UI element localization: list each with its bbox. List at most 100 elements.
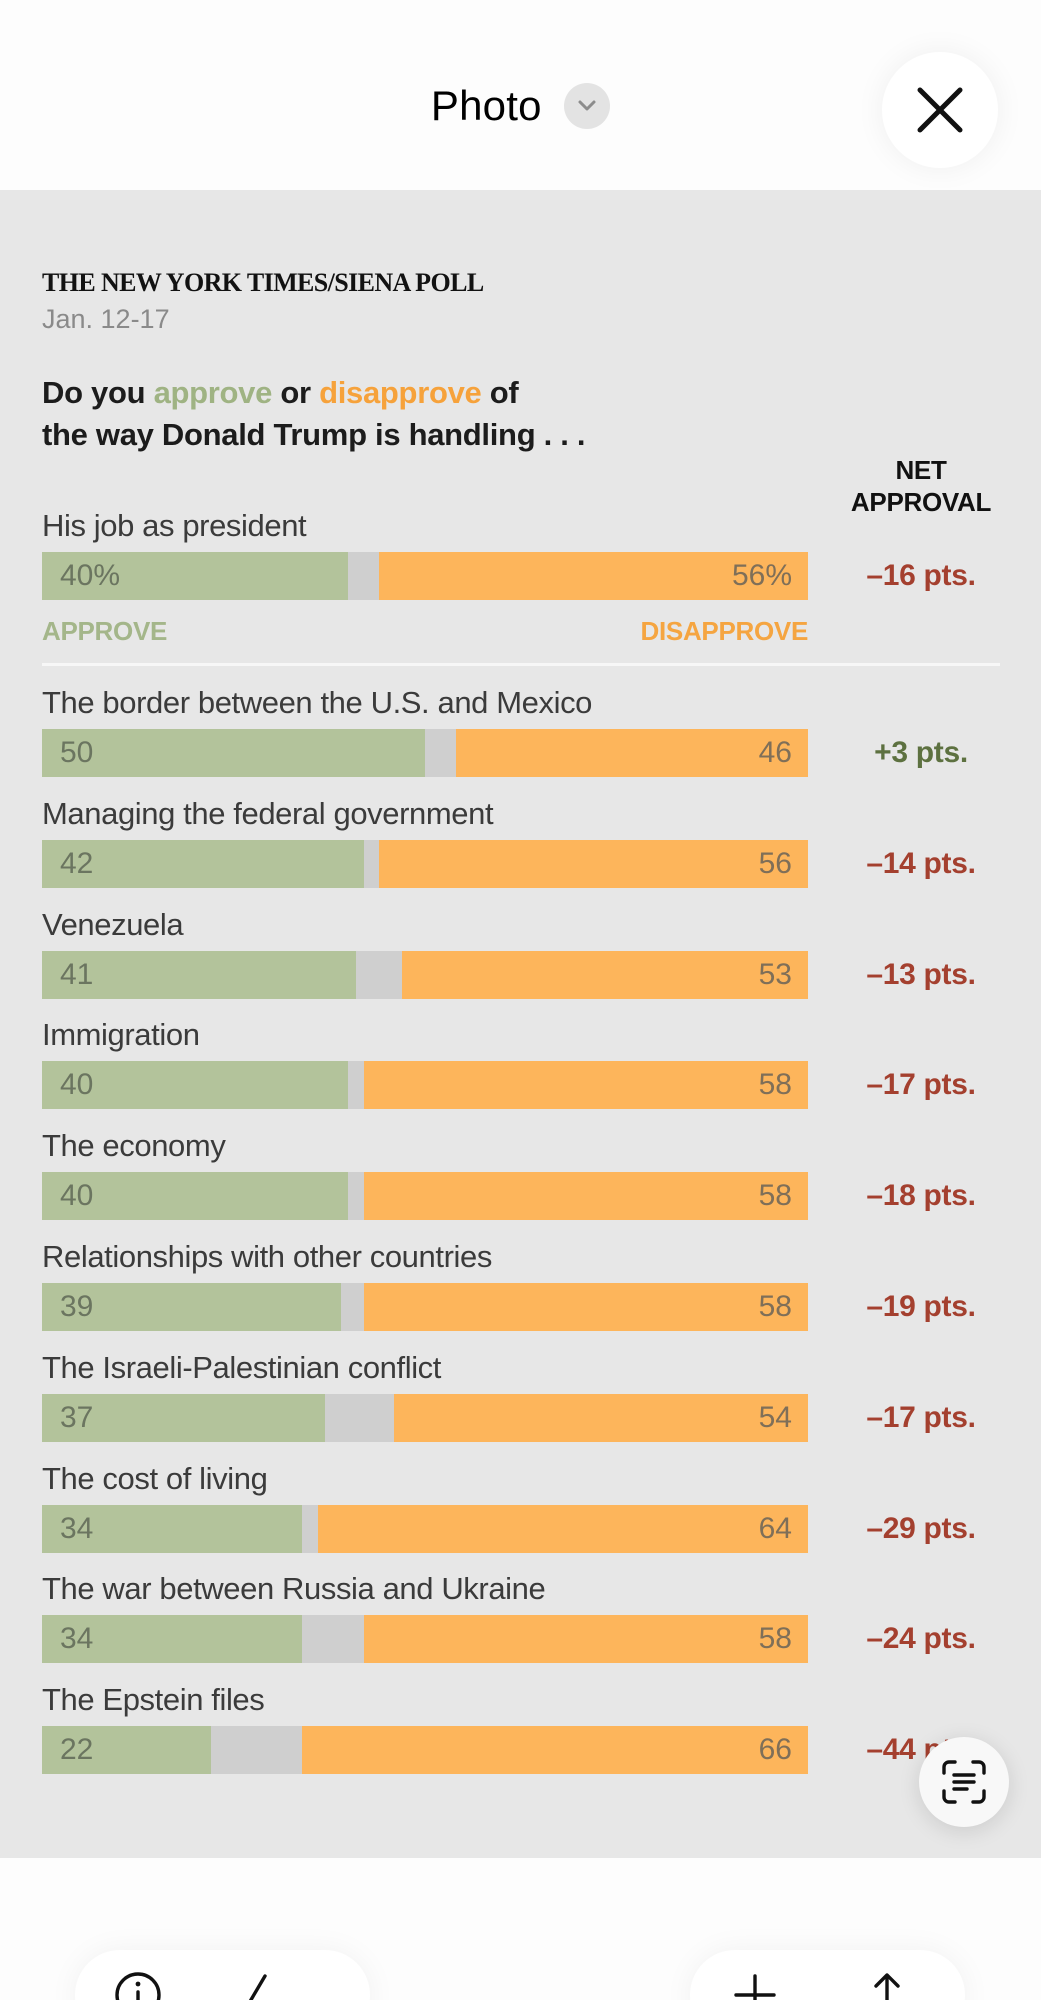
- question-text: or: [272, 375, 320, 410]
- approve-value-label: 41: [60, 958, 94, 991]
- title-area: Photo: [0, 82, 1041, 130]
- approve-value-label: 40: [60, 1068, 94, 1101]
- stacked-bar: 22 66: [42, 1726, 808, 1774]
- disapprove-value-label: 58: [758, 1290, 792, 1323]
- approve-value-label: 40: [60, 1179, 94, 1212]
- stacked-bar: 40% 56%: [42, 552, 808, 600]
- net-approval-value: +3 pts.: [874, 736, 968, 769]
- graphic-question: Do you approve or disapprove of the way …: [42, 372, 586, 456]
- bar-approve-segment: [42, 1061, 349, 1109]
- bar-approve-segment: [42, 1505, 303, 1553]
- row-label: The war between Russia and Ukraine: [42, 1571, 546, 1606]
- stacked-bar: 34 64: [42, 1505, 808, 1553]
- question-disapprove-word: disapprove: [319, 375, 482, 410]
- row-label: The economy: [42, 1128, 226, 1163]
- row-label: Managing the federal government: [42, 796, 494, 831]
- photo-panel: [0, 190, 1041, 1858]
- bar-disapprove-segment: [394, 1394, 808, 1442]
- question-approve-word: approve: [153, 375, 273, 410]
- bar-disapprove-segment: [363, 1061, 808, 1109]
- legend-disapprove: DISAPPROVE: [640, 616, 809, 646]
- disapprove-value-label: 66: [758, 1733, 792, 1766]
- bottom-toolbar-left: [75, 1950, 370, 2000]
- disapprove-value-label: 54: [758, 1401, 792, 1434]
- bar-disapprove-segment: [402, 951, 808, 999]
- share-icon[interactable]: [862, 1970, 912, 2000]
- stacked-bar: 50 46: [42, 729, 808, 777]
- net-approval-value: –13 pts.: [866, 958, 976, 991]
- stacked-bar: 41 53: [42, 951, 808, 999]
- net-header-line2: APPROVAL: [850, 487, 992, 517]
- bar-approve-segment: [42, 729, 425, 777]
- disapprove-value-label: 58: [758, 1179, 792, 1212]
- stacked-bar: 39 58: [42, 1283, 808, 1331]
- disapprove-value-label: 53: [758, 958, 792, 991]
- bar-disapprove-segment: [379, 840, 808, 888]
- question-text: Do you: [42, 375, 154, 410]
- divider: [42, 663, 1000, 666]
- bar-approve-segment: [42, 552, 349, 600]
- approve-value-label: 22: [60, 1733, 94, 1766]
- stacked-bar: 37 54: [42, 1394, 808, 1442]
- row-label: His job as president: [42, 508, 307, 543]
- question-line2: the way Donald Trump is handling . . .: [42, 417, 586, 452]
- bar-disapprove-segment: [302, 1726, 808, 1774]
- bar-approve-segment: [42, 951, 357, 999]
- net-approval-value: –29 pts.: [866, 1512, 976, 1545]
- net-approval-value: –17 pts.: [866, 1401, 976, 1434]
- disapprove-value-label: 64: [758, 1512, 792, 1545]
- bar-approve-segment: [42, 1726, 211, 1774]
- info-icon[interactable]: [113, 1970, 163, 2000]
- graphic-date: Jan. 12-17: [42, 304, 170, 334]
- stacked-bar: 40 58: [42, 1172, 808, 1220]
- bottom-toolbar-right: [690, 1950, 965, 2000]
- stacked-bar: 42 56: [42, 840, 808, 888]
- chevron-down-icon: [578, 100, 596, 111]
- bar-disapprove-segment: [363, 1172, 808, 1220]
- bar-approve-segment: [42, 1283, 341, 1331]
- disapprove-value-label: 46: [758, 736, 792, 769]
- legend-approve: APPROVE: [42, 616, 168, 646]
- approve-value-label: 37: [60, 1401, 94, 1434]
- disapprove-value-label: 58: [758, 1622, 792, 1655]
- add-icon[interactable]: [730, 1970, 780, 2000]
- close-icon: [917, 87, 963, 133]
- stacked-bar: 40 58: [42, 1061, 808, 1109]
- net-header-line1: NET: [895, 455, 947, 485]
- row-label: The cost of living: [42, 1461, 268, 1496]
- row-label: Venezuela: [42, 907, 184, 942]
- live-text-button[interactable]: [919, 1737, 1009, 1827]
- question-text: of: [481, 375, 519, 410]
- bar-disapprove-segment: [363, 1615, 808, 1663]
- net-approval-header: NET APPROVAL: [842, 454, 1000, 518]
- disapprove-value-label: 58: [758, 1068, 792, 1101]
- title-menu-button[interactable]: [564, 83, 611, 129]
- row-label: The border between the U.S. and Mexico: [42, 685, 593, 720]
- net-approval-value: –16 pts.: [866, 559, 976, 592]
- text-scan-icon: [942, 1760, 986, 1804]
- bar-disapprove-segment: [317, 1505, 808, 1553]
- net-approval-value: –17 pts.: [866, 1068, 976, 1101]
- graphic-source: THE NEW YORK TIMES/SIENA POLL: [42, 268, 484, 297]
- approve-value-label: 39: [60, 1290, 94, 1323]
- viewer-title[interactable]: Photo: [430, 82, 542, 129]
- stacked-bar: 34 58: [42, 1615, 808, 1663]
- top-bar: Photo: [0, 0, 1041, 190]
- disapprove-value-label: 56: [758, 847, 792, 880]
- approve-value-label: 34: [60, 1512, 94, 1545]
- approve-value-label: 42: [60, 847, 94, 880]
- bar-disapprove-segment: [455, 729, 808, 777]
- send-icon[interactable]: [235, 1970, 285, 2000]
- bar-approve-segment: [42, 1394, 326, 1442]
- close-button[interactable]: [882, 52, 998, 168]
- bar-approve-segment: [42, 1615, 303, 1663]
- net-approval-value: –14 pts.: [866, 847, 976, 880]
- bar-disapprove-segment: [363, 1283, 808, 1331]
- bar-approve-segment: [42, 840, 364, 888]
- net-approval-value: –18 pts.: [866, 1179, 976, 1212]
- bar-disapprove-segment: [379, 552, 808, 600]
- row-label: The Epstein files: [42, 1682, 265, 1717]
- net-approval-value: –24 pts.: [866, 1622, 976, 1655]
- disapprove-value-label: 56%: [731, 559, 792, 592]
- approve-value-label: 34: [60, 1622, 94, 1655]
